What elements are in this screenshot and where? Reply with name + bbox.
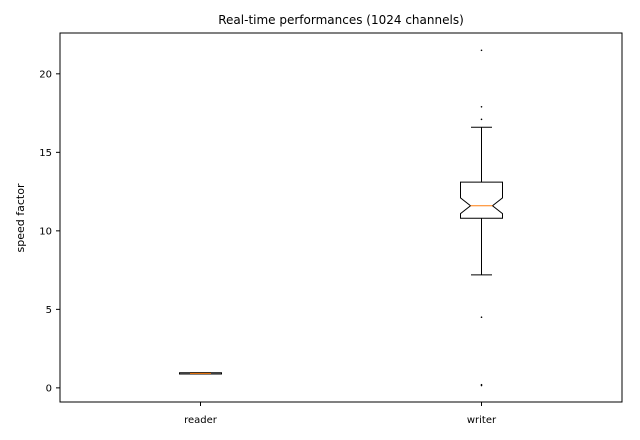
y-tick-label-10: 10 xyxy=(39,226,52,237)
y-tick-label-20: 20 xyxy=(39,69,52,80)
y-tick-label-15: 15 xyxy=(39,148,52,159)
writer-outlier-5 xyxy=(480,384,483,387)
y-tick-label-5: 5 xyxy=(46,305,52,316)
x-tick-label-writer: writer xyxy=(467,415,497,426)
x-tick-label-reader: reader xyxy=(184,415,218,426)
writer-box xyxy=(460,181,503,219)
writer-outlier-2 xyxy=(480,118,483,121)
chart-title: Real-time performances (1024 channels) xyxy=(218,13,464,27)
axes-frame xyxy=(59,32,623,403)
y-tick-label-0: 0 xyxy=(46,383,52,394)
writer-outlier-0 xyxy=(480,49,483,52)
writer-outlier-1 xyxy=(480,106,483,108)
writer-outlier-3 xyxy=(480,316,483,319)
plot-area: 0 5 10 15 20 reader writer xyxy=(39,32,623,426)
reader-box xyxy=(179,372,222,375)
y-axis-label: speed factor xyxy=(14,183,27,252)
